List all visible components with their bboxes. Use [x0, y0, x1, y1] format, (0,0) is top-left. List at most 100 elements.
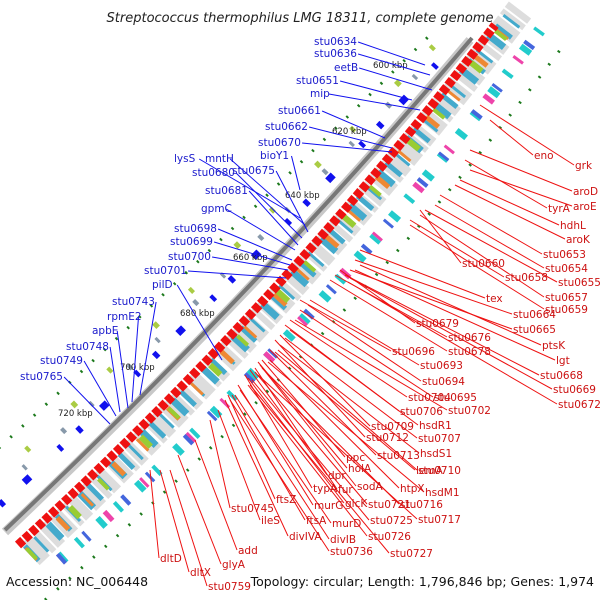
forward-gene-label: stu0658 [505, 272, 548, 284]
forward-leader-line [231, 394, 306, 521]
forward-gene-label: stu0725 [370, 515, 413, 527]
reverse-gene-label: lysS [174, 153, 196, 165]
reverse-leader-line [109, 346, 121, 413]
forward-leader-line [479, 104, 575, 166]
reverse-gene-label: stu0700 [168, 251, 211, 263]
forward-gene-label: divIB [330, 534, 356, 546]
reverse-gene-label: stu0748 [66, 341, 109, 353]
reverse-gene-label: gpmC [201, 203, 232, 215]
cog-track-blue [23, 3, 528, 563]
reverse-gene-label: stu0743 [112, 296, 155, 308]
reverse-leader-line [131, 316, 139, 403]
map-title: Streptococcus thermophilus LMG 18311, co… [107, 11, 494, 26]
forward-leader-line [359, 249, 486, 299]
reverse-leader-line [176, 284, 223, 361]
forward-leader-line [409, 219, 505, 278]
forward-gene-label: stu0654 [545, 263, 588, 275]
forward-gene-label: stu0672 [558, 399, 600, 411]
forward-gene-label: aroE [573, 201, 597, 213]
forward-leader-line [239, 389, 332, 524]
forward-leader-line [434, 204, 545, 269]
forward-leader-line [354, 259, 513, 315]
forward-gene-label: holA [348, 463, 372, 475]
tick-label: 660 kbp [233, 253, 268, 263]
kbp-ticks: 600 kbp 620 kbp 640 kbp 660 kbp 680 kbp 700 k… [58, 61, 408, 419]
tick-arc [0, 33, 432, 450]
forward-leader-line [299, 309, 434, 398]
forward-leader-line [419, 209, 462, 264]
forward-gene-label: lemA [416, 465, 444, 477]
forward-gene-label: stu0721 [368, 499, 411, 511]
forward-gene-label: stu0664 [513, 309, 556, 321]
forward-gene-label: stu0706 [400, 406, 443, 418]
forward-gene-track [14, 22, 499, 549]
forward-gene-label: stu0659 [545, 304, 588, 316]
forward-leader-line [454, 184, 566, 240]
forward-leader-line [229, 399, 330, 552]
reverse-gene-label: pilD [152, 279, 173, 291]
forward-leader-line [347, 281, 558, 405]
forward-leader-line [257, 374, 418, 520]
reverse-gene-label: stu0634 [314, 36, 357, 48]
forward-gene-label: grk [575, 160, 593, 172]
forward-gene-label: stu0679 [416, 318, 459, 330]
reverse-leader-line [116, 330, 129, 409]
reverse-leader-line [359, 67, 433, 91]
reverse-gene-label: stu0670 [258, 137, 301, 149]
forward-gene-label: stu0668 [540, 370, 583, 382]
forward-leader-line [254, 371, 368, 505]
forward-leader-line [277, 349, 418, 471]
forward-leader-line [279, 344, 420, 454]
forward-gene-label: stu0726 [368, 531, 411, 543]
reverse-gene-label: stu0699 [170, 236, 213, 248]
forward-leader-line [349, 277, 553, 390]
forward-gene-label: divIVA [289, 531, 322, 543]
forward-gene-label: murG [314, 500, 343, 512]
reverse-gene-label: stu0661 [278, 105, 321, 117]
forward-leader-line [307, 304, 422, 382]
reverse-leader-line [308, 126, 393, 149]
forward-leader-line [194, 439, 238, 551]
reverse-gene-label: mip [310, 88, 330, 100]
forward-leader-line [439, 194, 543, 255]
forward-gene-label: ppc [346, 452, 365, 464]
tick-label: 640 kbp [285, 191, 320, 201]
forward-gene-label: ftsA [306, 515, 327, 527]
tick-label: 720 kbp [58, 409, 93, 419]
forward-leader-line [234, 394, 330, 540]
forward-gene-label: stu0660 [462, 258, 505, 270]
reverse-leader-line [212, 256, 289, 271]
forward-gene-label: stu0713 [377, 450, 420, 462]
forward-gene-label: stu0736 [330, 546, 373, 558]
reverse-gene-label: mntH [205, 153, 234, 165]
reverse-leader-line [225, 208, 296, 251]
reverse-gene-label: stu0701 [144, 265, 187, 277]
reverse-gene-label: stu0675 [232, 165, 275, 177]
forward-gene-label: stu0696 [392, 346, 435, 358]
forward-leader-line [289, 319, 408, 398]
forward-leader-line [274, 351, 416, 471]
forward-gene-label: stu0727 [390, 548, 433, 560]
forward-gene-label: ptsK [542, 340, 566, 352]
reverse-gene-label: apbE [92, 325, 118, 337]
tick-label: 600 kbp [373, 61, 408, 71]
reverse-leader-line [357, 53, 431, 76]
forward-leader-line [224, 399, 289, 537]
forward-leader-line [249, 369, 328, 476]
forward-leader-line [259, 364, 357, 487]
forward-gene-label: stu0759 [208, 581, 251, 593]
forward-leader-line [244, 374, 313, 489]
reverse-leader-line [302, 142, 393, 153]
forward-gene-label: stu0694 [422, 376, 465, 388]
forward-gene-label: tex [486, 293, 503, 305]
forward-gene-label: ftsZ [276, 494, 296, 506]
reverse-leader-line [235, 172, 303, 239]
forward-gene-label: hsdS1 [420, 448, 452, 460]
forward-gene-label: stu0669 [553, 384, 596, 396]
forward-gene-label: aroD [573, 186, 598, 198]
forward-leader-line [284, 337, 418, 439]
forward-gene-label: stu0710 [418, 465, 461, 477]
genome-summary: Topology: circular; Length: 1,796,846 bp… [250, 574, 594, 589]
